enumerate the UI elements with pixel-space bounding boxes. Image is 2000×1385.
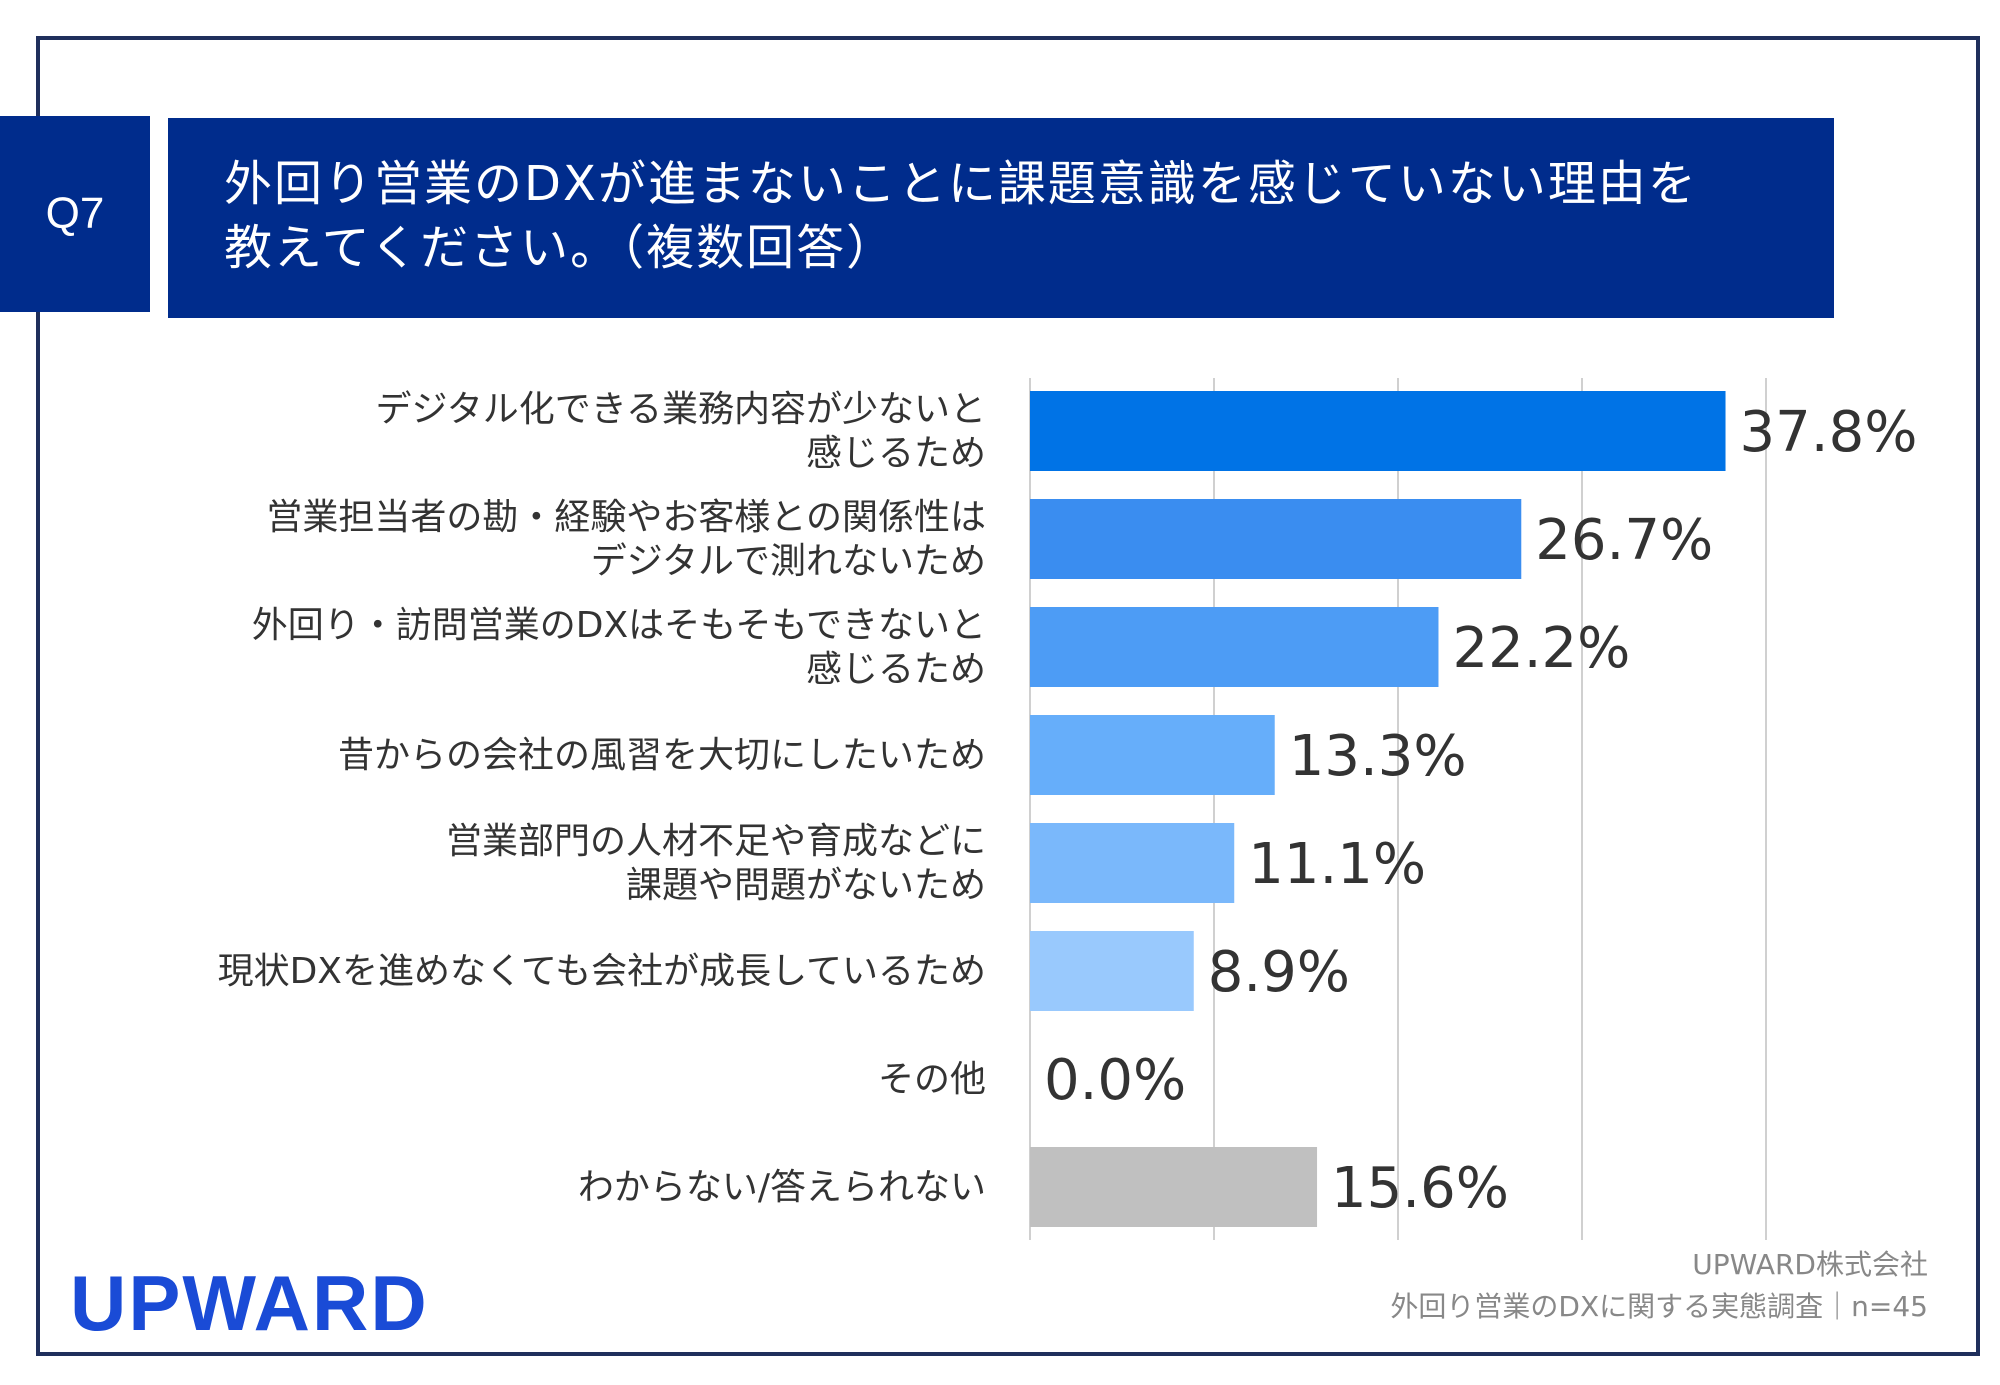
value-label: 22.2% [1452, 616, 1630, 681]
category-label: 現状DXを進めなくても会社が成長しているため [218, 951, 986, 992]
category-label: その他 [878, 1059, 986, 1100]
value-label: 13.3% [1289, 724, 1467, 789]
category-labels: デジタル化できる業務内容が少ないと感じるため営業担当者の勘・経験やお客様との関係… [218, 389, 986, 1208]
source-survey: 外回り営業のDXに関する実態調査｜n=45 [1390, 1290, 1928, 1323]
value-label: 8.9% [1208, 940, 1350, 1005]
bar [1030, 931, 1194, 1011]
question-number-badge: Q7 [0, 116, 150, 312]
upward-logo: UPWARD [70, 1259, 429, 1347]
chart-bars [1030, 391, 1726, 1227]
category-label: 営業担当者の勘・経験やお客様との関係性は [266, 497, 986, 538]
source-note: UPWARD株式会社 外回り営業のDXに関する実態調査｜n=45 [1390, 1244, 1928, 1328]
category-label: デジタルで測れないため [591, 541, 986, 582]
category-label: わからない/答えられない [578, 1167, 986, 1208]
bar [1030, 499, 1522, 579]
category-label: デジタル化できる業務内容が少ないと [375, 389, 986, 430]
value-label: 37.8% [1740, 400, 1918, 465]
bar [1030, 1147, 1318, 1227]
bar [1030, 391, 1726, 471]
value-label: 26.7% [1535, 508, 1713, 573]
value-label: 15.6% [1331, 1156, 1509, 1221]
question-title-line-1: 外回り営業のDXが進まないことに課題意識を感じていない理由を [224, 156, 1698, 212]
category-label: 感じるため [806, 649, 986, 690]
question-title-bar: 外回り営業のDXが進まないことに課題意識を感じていない理由を 教えてください。（… [168, 118, 1834, 318]
bar [1030, 715, 1275, 795]
source-company: UPWARD株式会社 [1692, 1248, 1928, 1281]
category-label: 感じるため [806, 433, 986, 474]
category-label: 営業部門の人材不足や育成などに [446, 821, 986, 862]
value-labels: 37.8% 26.7% 22.2% 13.3% 11.1% 8.9% 0.0% 15.6% [1044, 400, 1917, 1221]
bar [1030, 823, 1235, 903]
bar [1030, 607, 1439, 687]
value-label: 11.1% [1248, 832, 1426, 897]
slide-frame [36, 36, 1980, 1356]
category-label: 昔からの会社の風習を大切にしたいため [338, 735, 986, 776]
category-label: 課題や問題がないため [626, 865, 986, 906]
value-label: 0.0% [1044, 1048, 1186, 1113]
question-title-line-2: 教えてください。（複数回答） [224, 220, 897, 276]
category-label: 外回り・訪問営業のDXはそもそもできないと [252, 605, 986, 646]
